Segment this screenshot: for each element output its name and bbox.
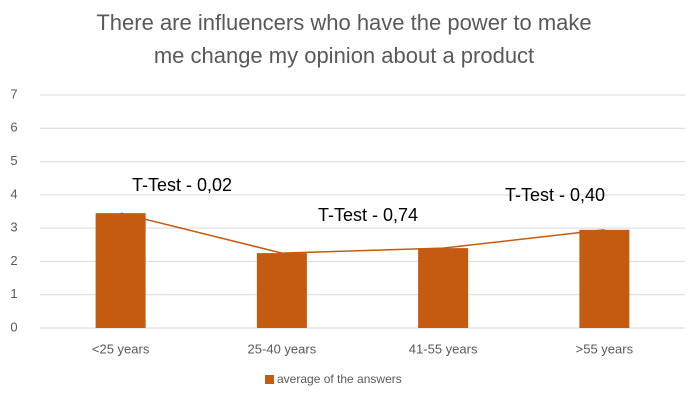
annotation: T-Test - 0,40 [505,185,605,205]
annotation: T-Test - 0,74 [318,205,418,225]
legend-swatch [265,375,274,384]
bar [95,213,146,328]
trend-line [120,212,605,254]
y-tick-label: 5 [10,153,17,168]
bar [256,253,307,328]
x-tick-label: 41-55 years [409,341,478,356]
y-tick-label: 6 [10,120,17,135]
legend-label: average of the answers [277,372,402,386]
bar [579,229,630,328]
x-tick-label: >55 years [576,341,634,356]
x-tick-label: 25-40 years [248,341,317,356]
chart-title: There are influencers who have the power… [96,10,592,68]
y-tick-label: 3 [10,220,17,235]
y-tick-label: 1 [10,286,17,301]
y-tick-label: 2 [10,253,17,268]
bar [418,248,469,328]
y-tick-label: 7 [10,86,17,101]
y-tick-label: 0 [10,319,17,334]
y-tick-label: 4 [10,186,17,201]
annotation: T-Test - 0,02 [132,175,232,195]
x-tick-label: <25 years [92,341,150,356]
